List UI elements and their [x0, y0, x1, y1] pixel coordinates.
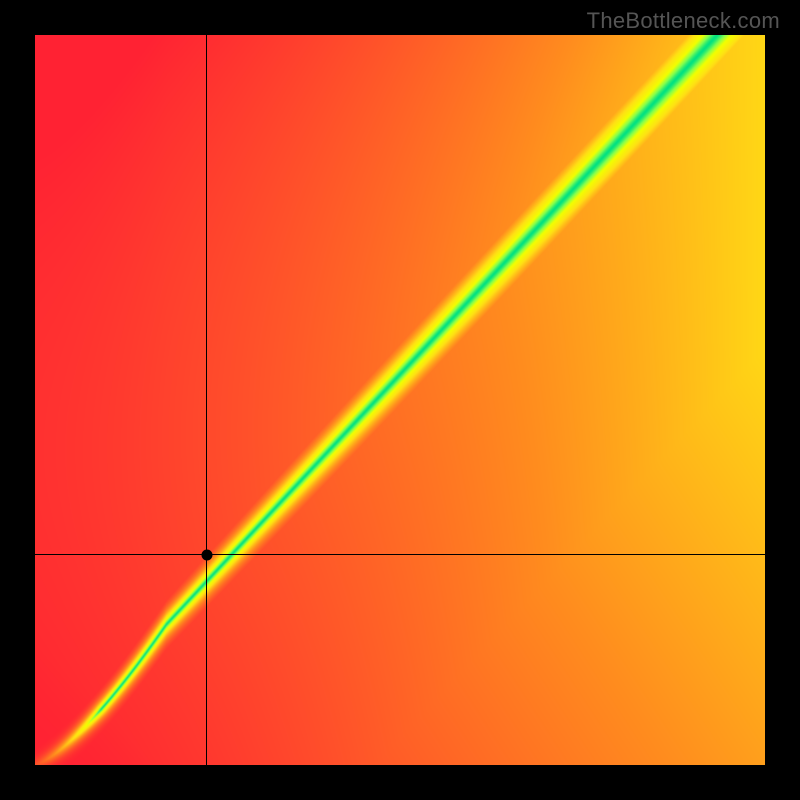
watermark-text: TheBottleneck.com: [587, 8, 780, 34]
crosshair-marker: [201, 549, 212, 560]
crosshair-horizontal: [35, 554, 765, 555]
heatmap-chart: [35, 35, 765, 765]
heatmap-canvas: [35, 35, 765, 765]
crosshair-vertical: [206, 35, 207, 765]
